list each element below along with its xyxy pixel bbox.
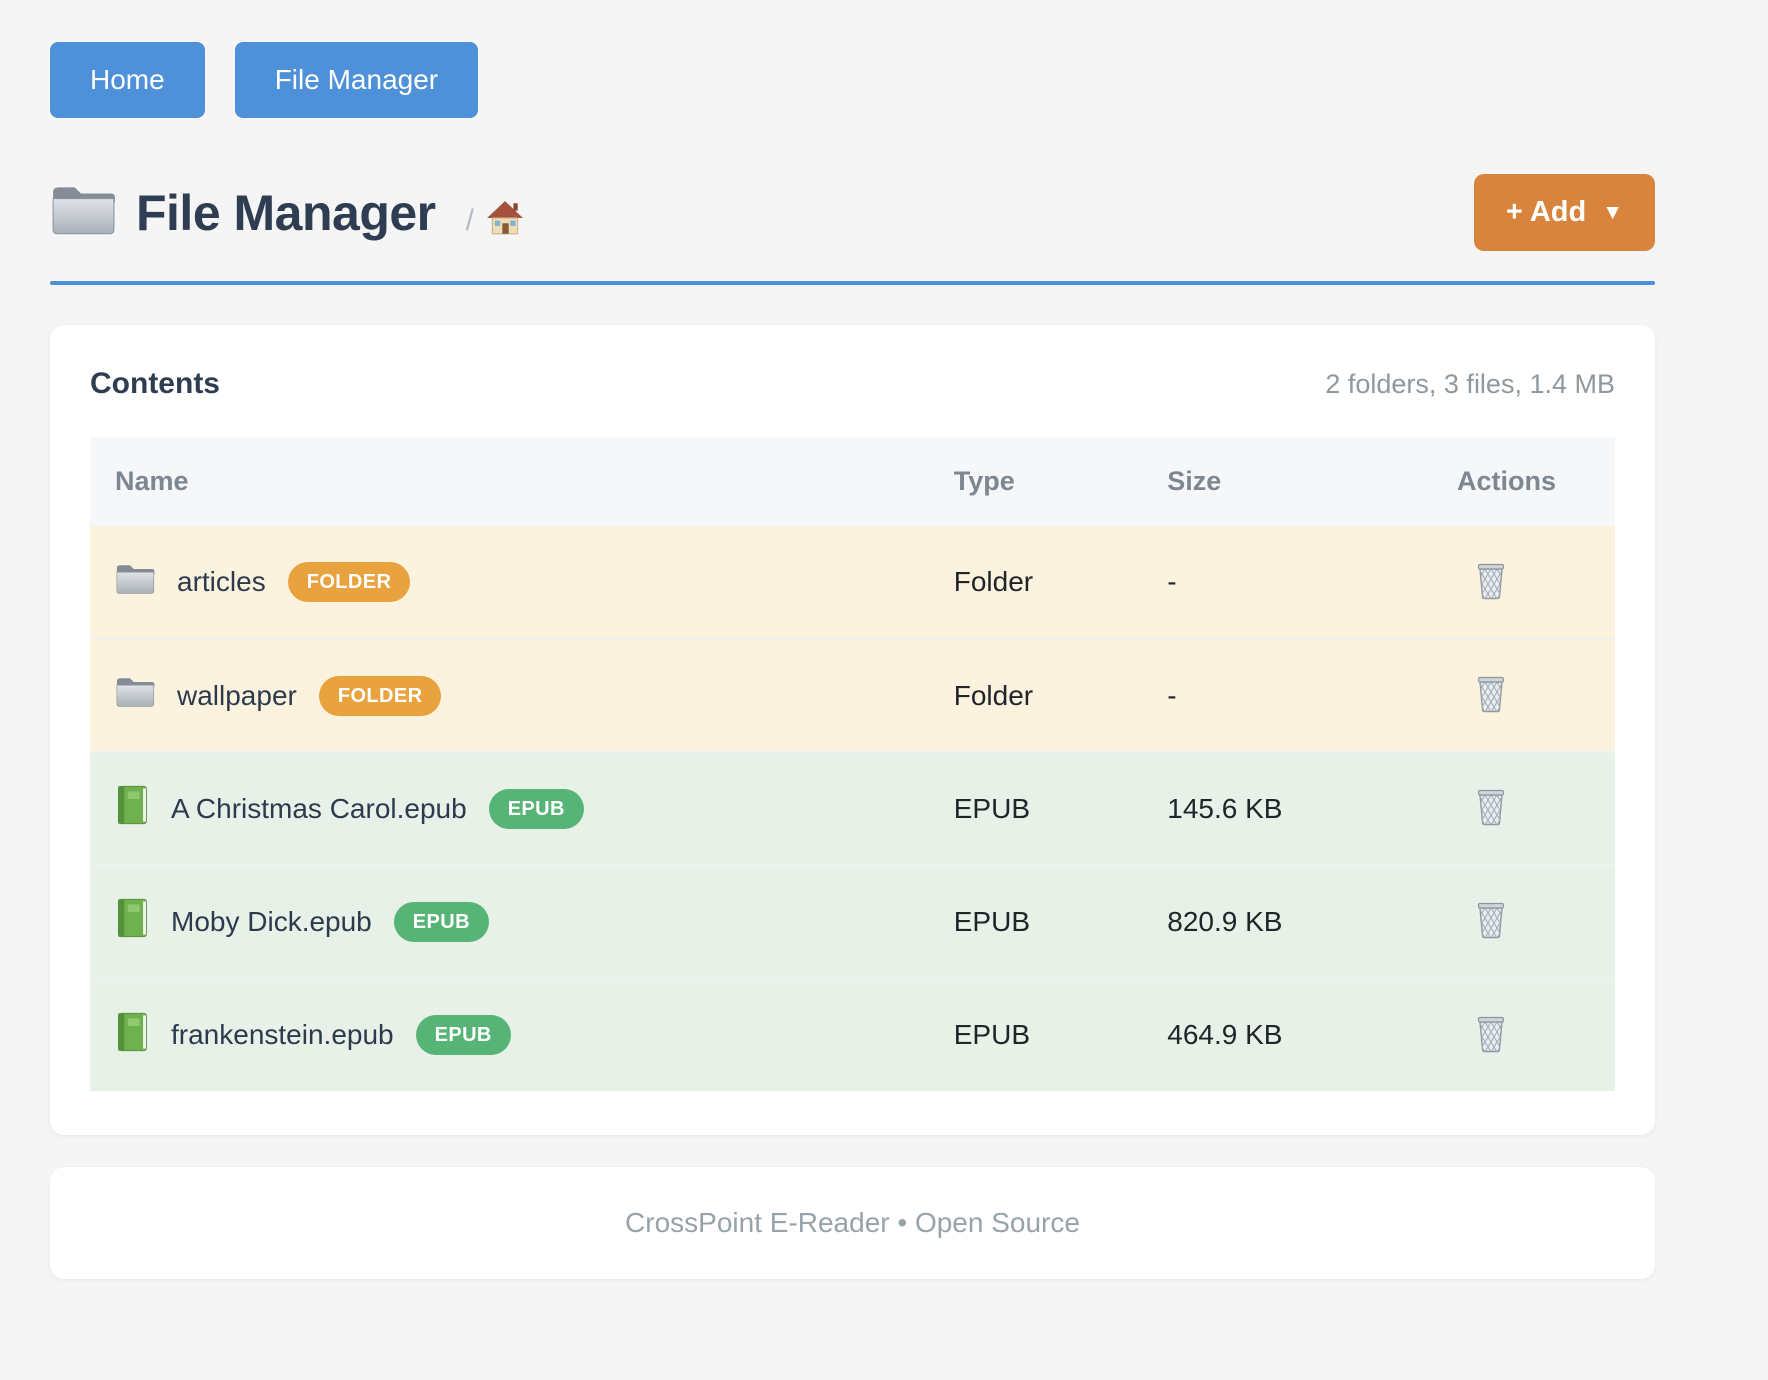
column-header-size: Size [1142,437,1432,526]
delete-button[interactable] [1471,784,1511,833]
caret-down-icon: ▼ [1602,201,1623,224]
trash-icon [1475,675,1507,716]
column-header-type: Type [928,437,1143,526]
page-title: File Manager [136,184,436,241]
table-row: frankenstein.epub EPUB EPUB 464.9 KB [90,977,1615,1091]
footer-text: CrossPoint E-Reader • Open Source [625,1207,1080,1238]
table-row: A Christmas Carol.epub EPUB EPUB 145.6 K… [90,751,1615,865]
trash-icon [1475,562,1507,603]
delete-button[interactable] [1471,1011,1511,1060]
delete-button[interactable] [1471,897,1511,946]
size-cell: - [1167,566,1177,597]
breadcrumb: / [466,200,524,241]
header-divider [50,281,1655,285]
home-button[interactable]: Home [50,42,205,118]
delete-button[interactable] [1471,558,1511,607]
file-table: Name Type Size Actions [90,437,1615,1091]
table-header-row: Name Type Size Actions [90,437,1615,526]
delete-button[interactable] [1471,671,1511,720]
book-icon [115,1011,149,1060]
size-cell: 820.9 KB [1142,864,1432,978]
type-badge: EPUB [415,1015,511,1055]
file-name-link[interactable]: A Christmas Carol.epub [171,792,467,824]
type-badge: EPUB [393,901,489,942]
table-row: articles FOLDER Folder - [90,526,1615,639]
top-nav: Home File Manager [50,0,1655,118]
column-header-actions: Actions [1432,437,1615,526]
file-name-link[interactable]: frankenstein.epub [171,1019,394,1050]
footer-card: CrossPoint E-Reader • Open Source [50,1167,1655,1279]
contents-card-header: Contents 2 folders, 3 files, 1.4 MB [90,367,1615,401]
folder-icon [50,182,116,243]
home-icon [486,200,524,241]
trash-icon [1475,1015,1507,1056]
type-badge: FOLDER [318,675,442,716]
type-badge: FOLDER [287,562,411,602]
file-name-link[interactable]: Moby Dick.epub [171,905,372,937]
add-button[interactable]: + Add ▼ [1473,174,1655,251]
size-cell: 145.6 KB [1142,751,1432,865]
contents-summary: 2 folders, 3 files, 1.4 MB [1325,369,1615,399]
size-cell: 464.9 KB [1142,977,1432,1091]
breadcrumb-home[interactable] [486,200,524,241]
table-row: Moby Dick.epub EPUB EPUB 820.9 KB [90,864,1615,978]
page-header: File Manager / + Add ▼ [50,174,1655,251]
file-name-link[interactable]: wallpaper [177,679,297,711]
contents-card: Contents 2 folders, 3 files, 1.4 MB Name… [50,325,1655,1135]
trash-icon [1475,788,1507,829]
size-cell: - [1142,638,1432,752]
folder-icon [115,562,155,603]
folder-icon [115,675,155,716]
type-cell: Folder [953,566,1034,597]
page-container: Home File Manager File Manager / [50,0,1655,1279]
type-cell: EPUB [928,864,1143,978]
book-icon [115,897,149,946]
trash-icon [1475,901,1507,942]
column-header-name: Name [90,437,929,526]
file-name-link[interactable]: articles [177,566,266,597]
add-button-label: + Add [1505,196,1587,228]
type-cell: EPUB [928,751,1143,865]
type-cell: Folder [928,638,1143,752]
type-cell: EPUB [928,977,1143,1091]
contents-heading: Contents [90,367,220,400]
type-badge: EPUB [488,788,584,829]
book-icon [115,784,149,833]
breadcrumb-separator: / [465,203,474,237]
file-manager-button[interactable]: File Manager [234,42,479,118]
table-row: wallpaper FOLDER Folder - [90,638,1615,752]
title-group: File Manager [50,182,436,243]
